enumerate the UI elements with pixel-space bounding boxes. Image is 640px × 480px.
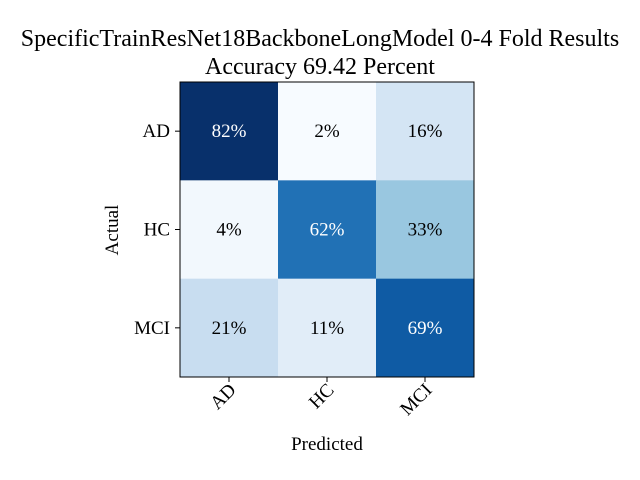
cell-value-label: 11% bbox=[310, 318, 344, 339]
x-tick-label: HC bbox=[305, 380, 339, 414]
x-tick-label: MCI bbox=[396, 380, 436, 420]
chart-title-line-1: SpecificTrainResNet18BackboneLongModel 0… bbox=[21, 26, 619, 52]
y-tick-label: MCI bbox=[134, 318, 170, 339]
heatmap-cell bbox=[376, 82, 475, 181]
y-tick-label: HC bbox=[144, 220, 170, 241]
heatmap-cell-labels: 82% 2% 16% 4% 62% 33% 21% 11% 69% bbox=[212, 121, 443, 339]
heatmap-cell bbox=[278, 278, 377, 378]
chart-title-line-2: Accuracy 69.42 Percent bbox=[205, 54, 435, 80]
x-axis-label: Predicted bbox=[291, 434, 363, 455]
y-axis-label: Actual bbox=[102, 205, 123, 256]
heatmap-cell bbox=[376, 278, 475, 378]
heatmap-cell bbox=[376, 180, 475, 280]
heatmap-cell bbox=[180, 278, 279, 378]
cell-value-label: 4% bbox=[216, 220, 242, 241]
cell-value-label: 82% bbox=[212, 121, 247, 142]
cell-value-label: 2% bbox=[314, 121, 340, 142]
y-axis-ticks: AD HC MCI bbox=[134, 121, 180, 339]
cell-value-label: 33% bbox=[408, 220, 443, 241]
x-tick-label: AD bbox=[206, 380, 240, 414]
heatmap-cell bbox=[180, 180, 279, 280]
heatmap-cell bbox=[278, 180, 377, 280]
heatmap-cell bbox=[180, 82, 279, 181]
cell-value-label: 16% bbox=[408, 121, 443, 142]
y-tick-label: AD bbox=[143, 121, 170, 142]
x-axis-ticks: AD HC MCI bbox=[206, 377, 437, 420]
heatmap-cells bbox=[180, 82, 475, 378]
cell-value-label: 62% bbox=[310, 220, 345, 241]
heatmap-cell bbox=[278, 82, 377, 181]
cell-value-label: 21% bbox=[212, 318, 247, 339]
cell-value-label: 69% bbox=[408, 318, 443, 339]
